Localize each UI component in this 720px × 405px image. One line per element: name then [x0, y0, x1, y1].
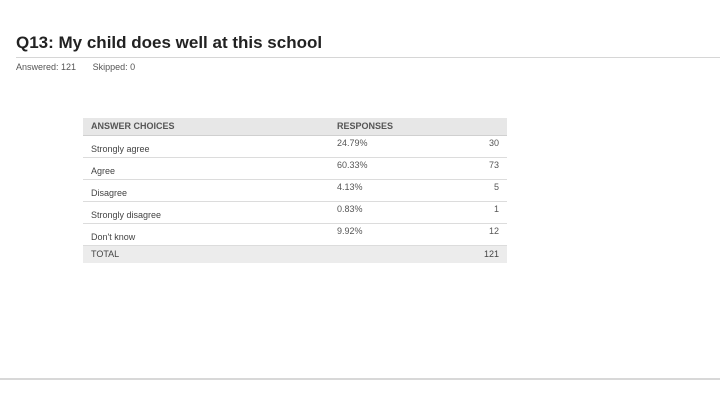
response-count: 1	[439, 201, 507, 224]
response-percent: 60.33%	[329, 157, 439, 180]
total-count: 121	[439, 245, 507, 263]
answer-choice: Don't know	[83, 223, 329, 246]
header-responses: RESPONSES	[329, 118, 439, 136]
response-count: 12	[439, 223, 507, 246]
table-row: Strongly agree 24.79% 30	[83, 135, 507, 158]
answer-choice: Strongly disagree	[83, 201, 329, 224]
response-count: 5	[439, 179, 507, 202]
answer-choice: Agree	[83, 157, 329, 180]
answered-count: Answered: 121	[16, 62, 77, 72]
title-divider	[16, 57, 720, 58]
table-row: Don't know 9.92% 12	[83, 223, 507, 246]
response-percent: 9.92%	[329, 223, 439, 246]
bottom-divider	[0, 378, 720, 380]
response-percent: 4.13%	[329, 179, 439, 202]
total-spacer	[329, 245, 439, 263]
table-row: Strongly disagree 0.83% 1	[83, 201, 507, 224]
response-summary: Answered: 121 Skipped: 0	[16, 62, 149, 72]
response-percent: 24.79%	[329, 135, 439, 158]
answer-choice: Strongly agree	[83, 135, 329, 158]
header-count	[439, 118, 507, 136]
response-count: 73	[439, 157, 507, 180]
answer-choice: Disagree	[83, 179, 329, 202]
question-title: Q13: My child does well at this school	[16, 33, 323, 52]
total-label: TOTAL	[83, 245, 329, 263]
header-row: ANSWER CHOICES RESPONSES	[83, 118, 507, 136]
table-row: Agree 60.33% 73	[83, 157, 507, 180]
response-count: 30	[439, 135, 507, 158]
result-rows: Strongly agree 24.79% 30 Agree 60.33% 73 Disag…	[83, 135, 507, 246]
results-table: ANSWER CHOICES RESPONSES Strongly agree 2…	[83, 118, 507, 263]
header-answer-choices: ANSWER CHOICES	[83, 118, 329, 136]
skipped-count: Skipped: 0	[92, 62, 136, 72]
response-percent: 0.83%	[329, 201, 439, 224]
table-row: Disagree 4.13% 5	[83, 179, 507, 202]
total-row: TOTAL 121	[83, 245, 507, 263]
